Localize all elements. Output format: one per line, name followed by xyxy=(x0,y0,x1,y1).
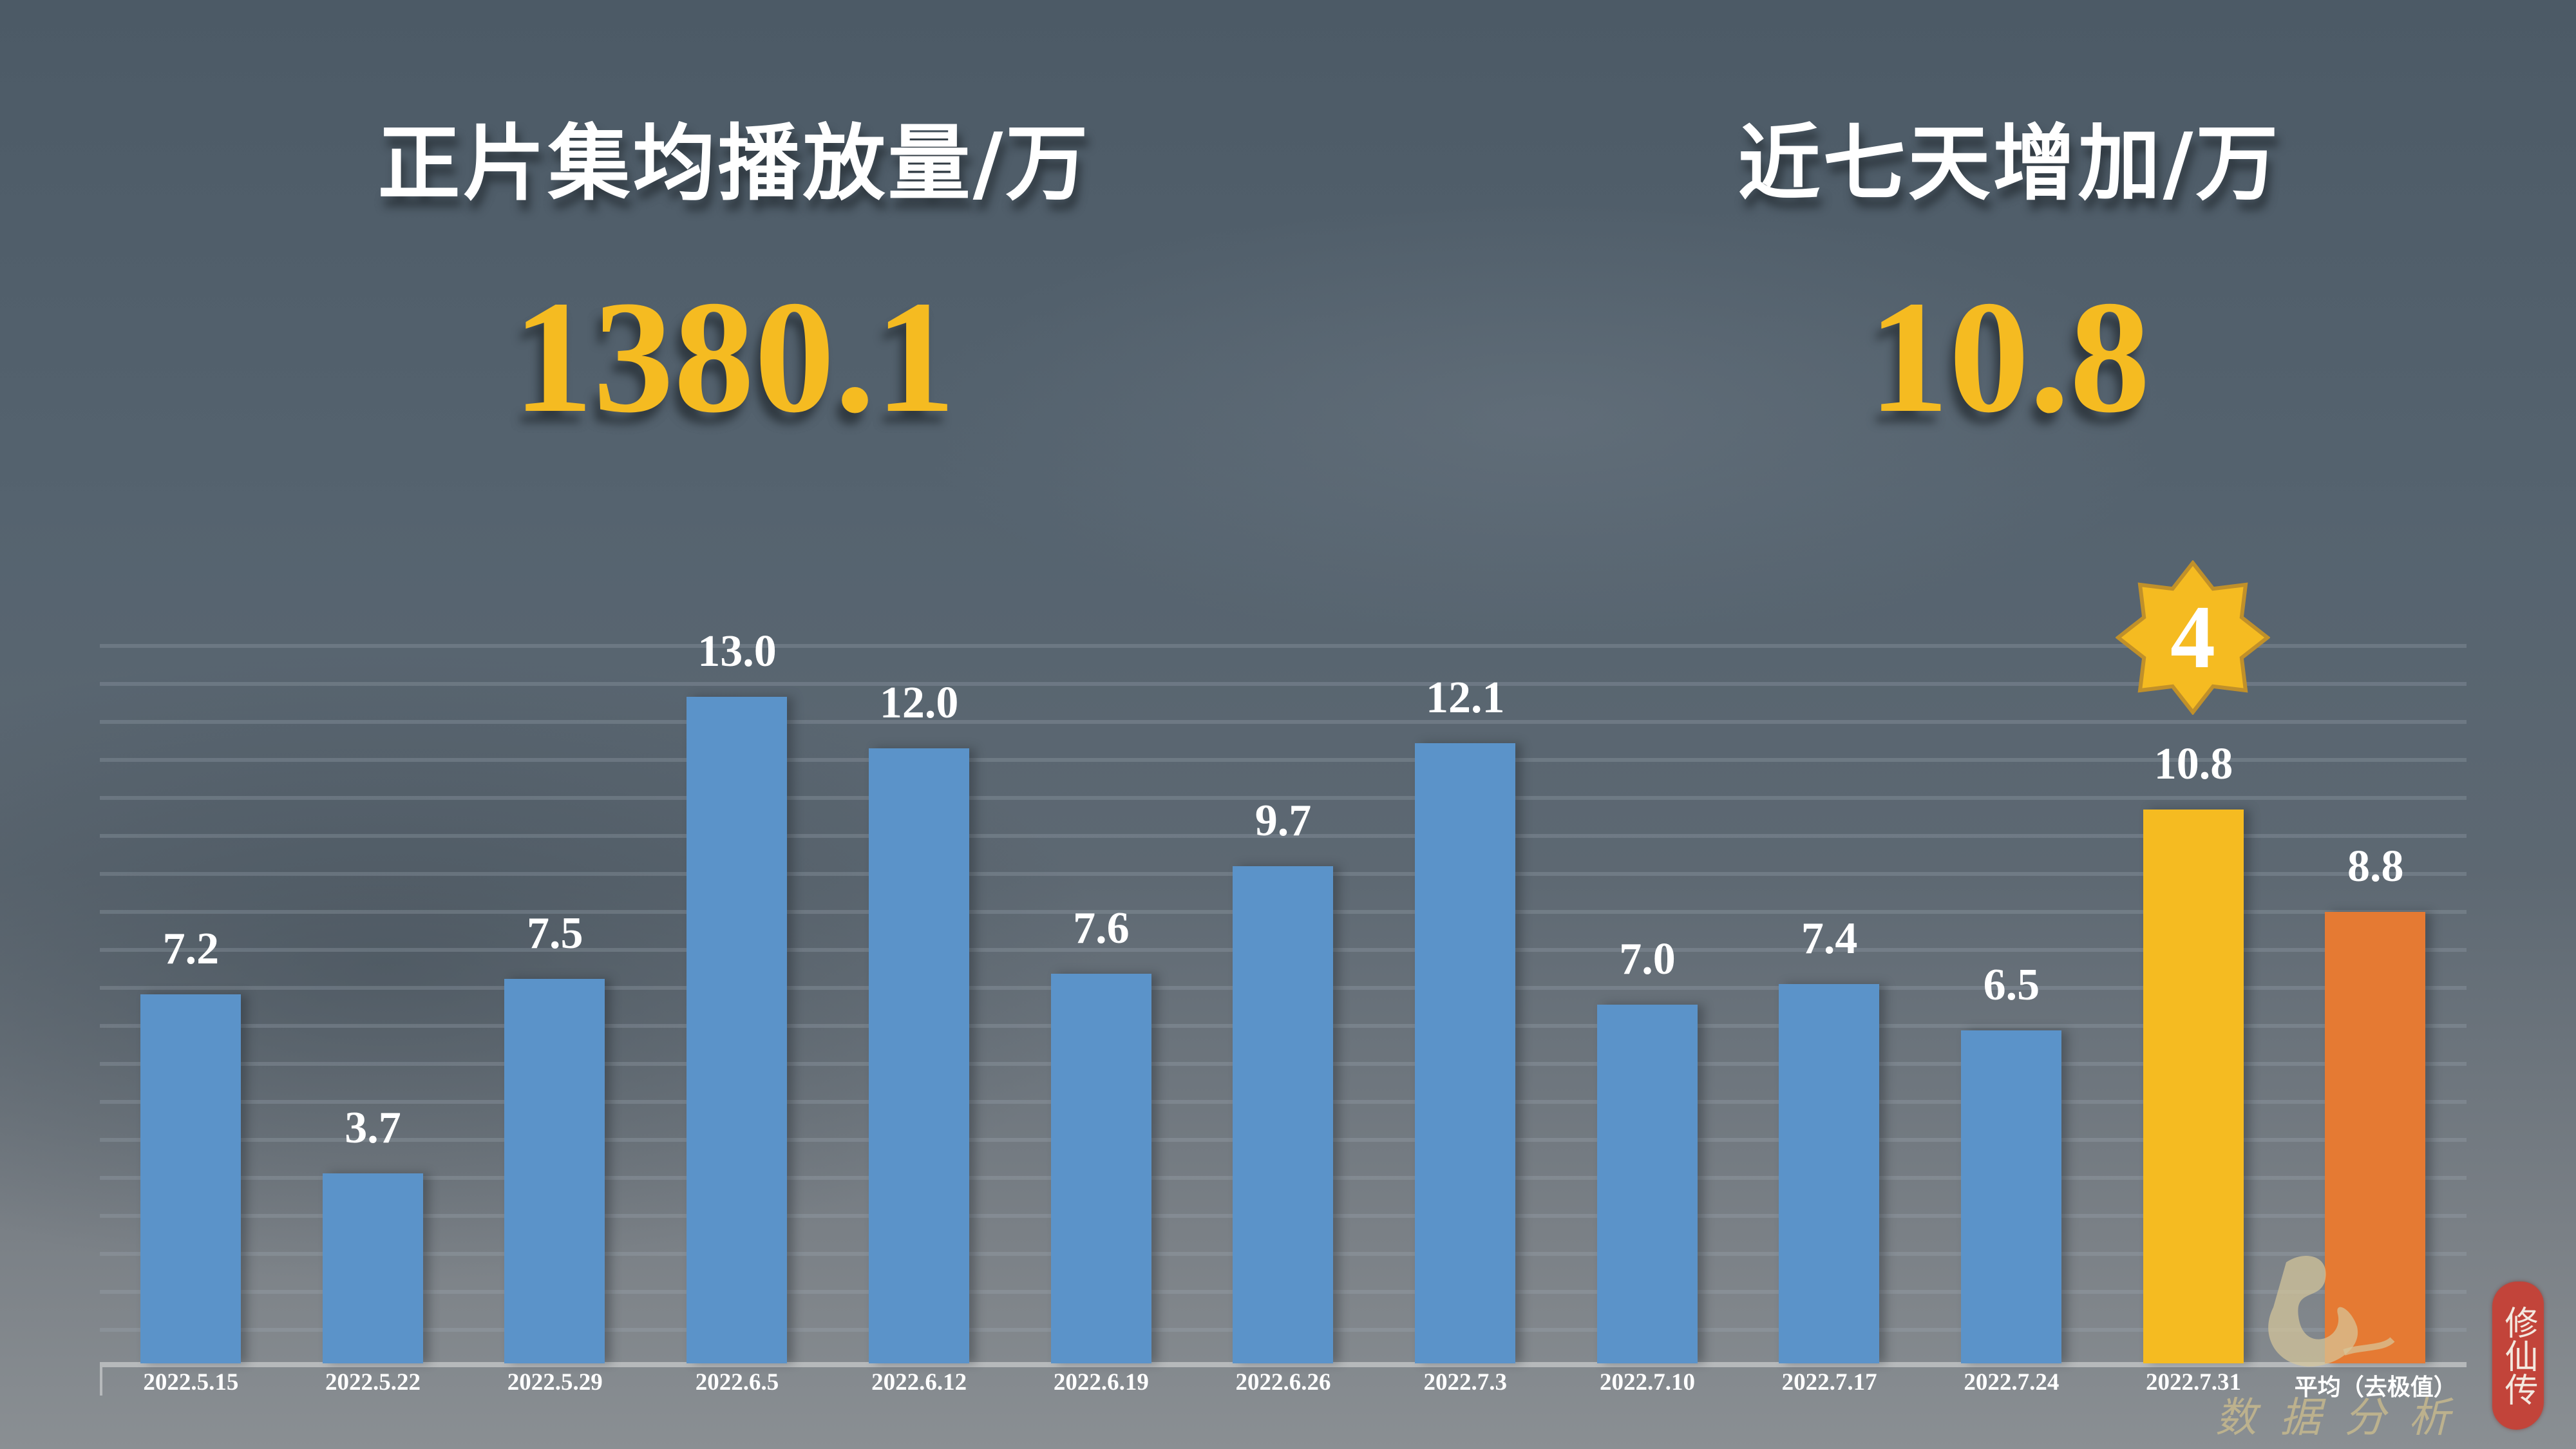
total-avg-plays-title: 正片集均播放量/万 xyxy=(377,116,1091,212)
bar-group: 3.7 xyxy=(282,644,464,1363)
bar-value-label: 13.0 xyxy=(697,627,777,677)
x-axis-label: 2022.5.29 xyxy=(507,1369,603,1396)
bar-group: 8.8 xyxy=(2284,644,2467,1363)
bar-value-label: 6.5 xyxy=(1983,960,2040,1010)
bar-group: 7.4 xyxy=(1738,644,1920,1363)
bar xyxy=(1779,983,1880,1363)
watermark-text: 数据分析 xyxy=(2215,1394,2473,1442)
x-axis-label: 2022.7.10 xyxy=(1599,1369,1695,1396)
rank-badge: 4 xyxy=(2116,560,2270,715)
bar xyxy=(322,1173,423,1363)
brush-calligraphy-icon xyxy=(2268,1256,2395,1367)
x-axis-label: 2022.7.24 xyxy=(1964,1369,2060,1396)
bar-group: 7.0 xyxy=(1557,644,1739,1363)
bar-value-label: 12.0 xyxy=(879,677,959,728)
bar-value-label: 12.1 xyxy=(1425,672,1505,723)
x-axis-tick xyxy=(100,1366,102,1396)
bar-chart: 7.2 3.7 7.5 13.0 12.0 7.6 9.7 12.1 7.0 7.4 6.5 10.8… xyxy=(100,627,2467,1396)
bar-value-label: 7.6 xyxy=(1073,903,1130,953)
bar-group: 12.0 xyxy=(828,644,1010,1363)
gridline xyxy=(100,682,2467,686)
bar-group: 7.5 xyxy=(464,644,646,1363)
x-axis-label: 2022.5.22 xyxy=(325,1369,421,1396)
bar-group: 7.2 xyxy=(100,644,282,1363)
bar-value-label: 10.8 xyxy=(2154,739,2233,790)
bar-group: 12.1 xyxy=(1374,644,1557,1363)
rank-number: 4 xyxy=(2170,587,2215,687)
bar xyxy=(1961,1030,2061,1363)
seven-day-increase-value: 10.8 xyxy=(1868,268,2150,446)
x-axis-label: 2022.7.17 xyxy=(1781,1369,1877,1396)
bar-group: 9.7 xyxy=(1192,644,1374,1363)
bar-group: 6.5 xyxy=(1920,644,2103,1363)
x-axis-line xyxy=(100,1362,2467,1367)
bar-value-label: 7.0 xyxy=(1619,934,1676,984)
bar xyxy=(504,978,605,1363)
gridline xyxy=(100,834,2467,838)
x-axis-label: 2022.6.26 xyxy=(1235,1369,1331,1396)
x-axis-label: 2022.6.12 xyxy=(871,1369,967,1396)
x-axis-label: 2022.7.3 xyxy=(1423,1369,1507,1396)
x-axis-label: 平均（去极值） xyxy=(2294,1374,2457,1401)
bar xyxy=(1233,866,1334,1363)
bar-value-label: 7.5 xyxy=(526,908,583,958)
bar xyxy=(1050,973,1151,1363)
total-avg-plays-value: 1380.1 xyxy=(513,268,956,446)
eight-point-star-icon xyxy=(2116,560,2270,715)
x-axis-label: 2022.6.19 xyxy=(1053,1369,1149,1396)
bar xyxy=(687,697,788,1363)
bar-group: 7.6 xyxy=(1010,644,1193,1363)
bar xyxy=(1414,743,1515,1363)
bar-value-label: 3.7 xyxy=(345,1103,401,1153)
bar-group: 10.8 xyxy=(2103,644,2285,1363)
x-axis-label: 2022.6.5 xyxy=(695,1369,779,1396)
bar xyxy=(2325,912,2426,1363)
bar xyxy=(2143,810,2244,1363)
gridline xyxy=(100,796,2467,800)
bar xyxy=(868,748,969,1363)
seven-day-increase-title: 近七天增加/万 xyxy=(1738,116,2281,212)
bar xyxy=(140,994,241,1363)
bar-group: 13.0 xyxy=(646,627,828,1363)
x-axis-label: 2022.5.15 xyxy=(143,1369,239,1396)
x-axis-label: 2022.7.31 xyxy=(2146,1369,2242,1396)
bar xyxy=(1596,1004,1698,1363)
gridline xyxy=(100,644,2467,648)
gridline xyxy=(100,720,2467,724)
bar-value-label: 7.2 xyxy=(162,923,220,974)
bar-value-label: 9.7 xyxy=(1255,795,1312,846)
gridline xyxy=(100,758,2467,762)
bar-value-label: 8.8 xyxy=(2347,842,2404,892)
bar-value-label: 7.4 xyxy=(1801,913,1858,963)
seal-stamp: 修仙传 xyxy=(2492,1282,2544,1430)
